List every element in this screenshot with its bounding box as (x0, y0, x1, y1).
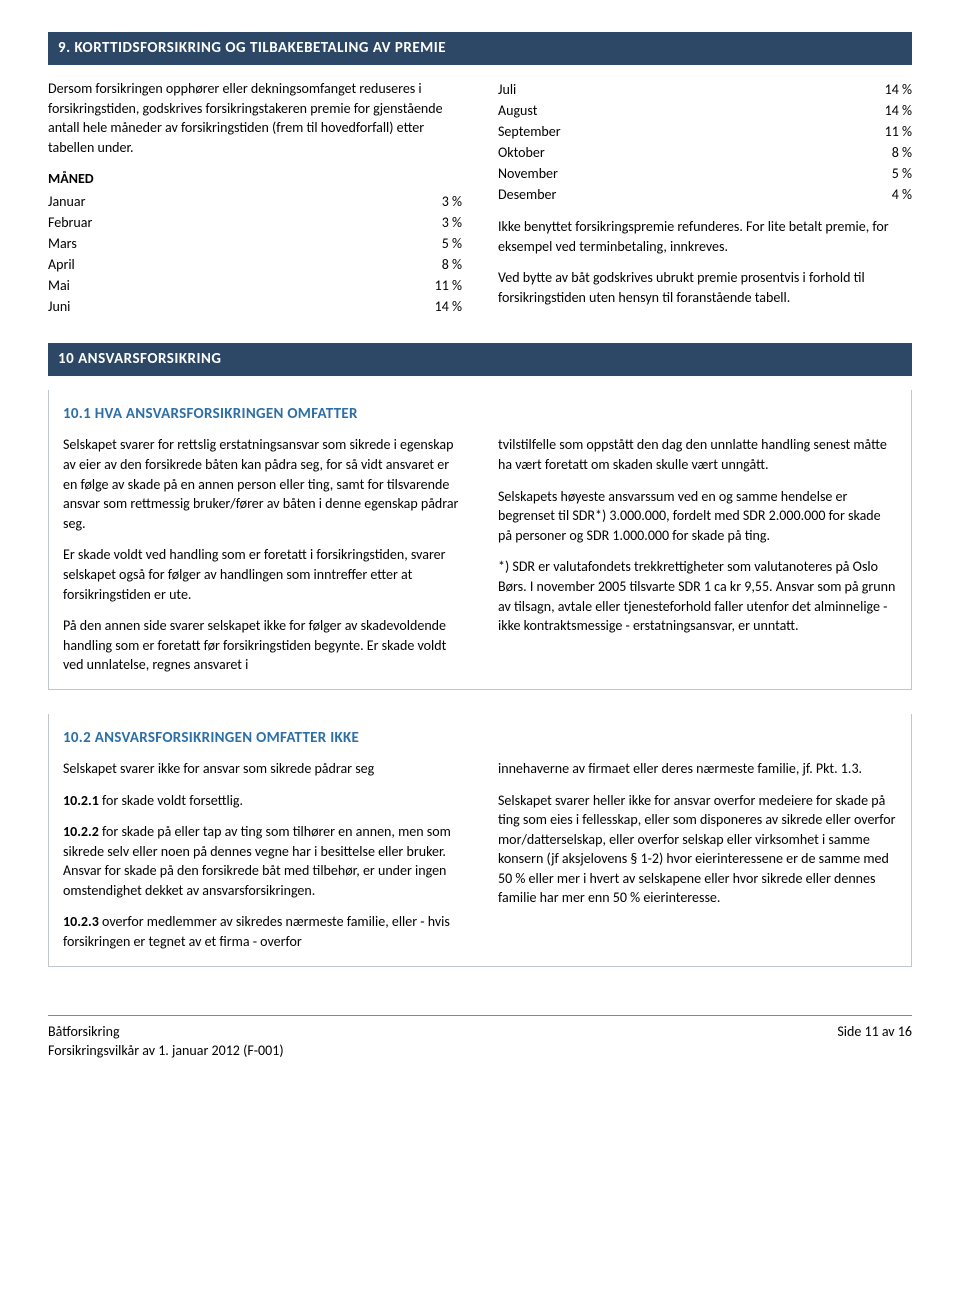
clause-10-2-1-label: 10.2.1 (63, 792, 99, 809)
section-10-2-left-intro: Selskapet svarer ikke for ansvar som sik… (63, 759, 462, 779)
section-10-1-left-p1: Selskapet svarer for rettslig erstatning… (63, 435, 462, 533)
section-10-2-right-col: innehaverne av firmaet eller deres nærme… (498, 759, 897, 952)
section-10-1-content: Selskapet svarer for rettslig erstatning… (63, 435, 897, 675)
section-9-intro: Dersom forsikringen opphører eller dekni… (48, 79, 462, 157)
section-10-2-right-p1: innehaverne av firmaet eller deres nærme… (498, 759, 897, 779)
month-label: Juli (498, 79, 862, 100)
month-label: August (498, 100, 862, 121)
month-label: November (498, 163, 862, 184)
section-10-header: 10 ANSVARSFORSIKRING (48, 343, 912, 376)
month-label: Desember (498, 184, 862, 205)
month-label: Mars (48, 233, 412, 254)
section-10-2-3: 10.2.3 overfor medlemmer av sikredes nær… (63, 912, 462, 951)
clause-10-2-2-text: for skade på eller tap av ting som tilhø… (63, 823, 451, 899)
section-10-2-content: Selskapet svarer ikke for ansvar som sik… (63, 759, 897, 952)
month-row: November5 % (498, 163, 912, 184)
section-9-left-col: Dersom forsikringen opphører eller dekni… (48, 79, 462, 319)
month-table-right: Juli14 % August14 % September11 % Oktobe… (498, 79, 912, 205)
month-label: Oktober (498, 142, 862, 163)
footer-doc-title: Båtforsikring (48, 1022, 284, 1042)
month-label: Juni (48, 296, 412, 317)
section-10-1-right-col: tvilstilfelle som oppstått den dag den u… (498, 435, 897, 675)
month-label: Januar (48, 191, 412, 212)
month-row: Mars5 % (48, 233, 462, 254)
month-row: April8 % (48, 254, 462, 275)
month-label: Februar (48, 212, 412, 233)
month-value: 3 % (412, 212, 462, 233)
month-row: Oktober8 % (498, 142, 912, 163)
section-10-2-card: 10.2 ANSVARSFORSIKRINGEN OMFATTER IKKE S… (48, 714, 912, 967)
section-10-1-left-col: Selskapet svarer for rettslig erstatning… (63, 435, 462, 675)
section-9-content: Dersom forsikringen opphører eller dekni… (48, 79, 912, 319)
month-table-left: Januar3 % Februar3 % Mars5 % April8 % Ma… (48, 191, 462, 317)
month-value: 4 % (862, 184, 912, 205)
month-value: 5 % (862, 163, 912, 184)
clause-10-2-1-text: for skade voldt forsettlig. (99, 792, 243, 809)
month-value: 8 % (862, 142, 912, 163)
month-value: 11 % (862, 121, 912, 142)
clause-10-2-2-label: 10.2.2 (63, 823, 99, 840)
month-row: Februar3 % (48, 212, 462, 233)
month-value: 3 % (412, 191, 462, 212)
month-value: 14 % (862, 79, 912, 100)
month-value: 14 % (862, 100, 912, 121)
section-9-header: 9. KORTTIDSFORSIKRING OG TILBAKEBETALING… (48, 32, 912, 65)
month-row: August14 % (498, 100, 912, 121)
section-9-right-col: Juli14 % August14 % September11 % Oktobe… (498, 79, 912, 319)
section-10-1-left-p2: Er skade voldt ved handling som er foret… (63, 545, 462, 604)
footer-page-number: Side 11 av 16 (837, 1022, 912, 1061)
clause-10-2-3-label: 10.2.3 (63, 913, 99, 930)
section-10-2-1: 10.2.1 for skade voldt forsettlig. (63, 791, 462, 811)
section-10-2-right-p2: Selskapet svarer heller ikke for ansvar … (498, 791, 897, 909)
month-row: September11 % (498, 121, 912, 142)
section-10-2-header: 10.2 ANSVARSFORSIKRINGEN OMFATTER IKKE (63, 728, 897, 749)
section-10-2-left-col: Selskapet svarer ikke for ansvar som sik… (63, 759, 462, 952)
section-9-right-p2: Ved bytte av båt godskrives ubrukt premi… (498, 268, 912, 307)
month-row: Juni14 % (48, 296, 462, 317)
month-row: Januar3 % (48, 191, 462, 212)
page-footer: Båtforsikring Forsikringsvilkår av 1. ja… (48, 1015, 912, 1061)
footer-doc-subtitle: Forsikringsvilkår av 1. januar 2012 (F-0… (48, 1041, 284, 1061)
month-value: 11 % (412, 275, 462, 296)
section-10-1-right-p2: Selskapets høyeste ansvarssum ved en og … (498, 487, 897, 546)
section-10-1-right-p1: tvilstilfelle som oppstått den dag den u… (498, 435, 897, 474)
section-9-right-p1: Ikke benyttet forsikringspremie refunder… (498, 217, 912, 256)
footer-left: Båtforsikring Forsikringsvilkår av 1. ja… (48, 1022, 284, 1061)
section-10-1-right-p3: *) SDR er valutafondets trekkrettigheter… (498, 557, 897, 635)
clause-10-2-3-text: overfor medlemmer av sikredes nærmeste f… (63, 913, 450, 950)
month-table-header: MÅNED (48, 169, 462, 189)
month-row: Mai11 % (48, 275, 462, 296)
month-value: 5 % (412, 233, 462, 254)
section-10-1-left-p3: På den annen side svarer selskapet ikke … (63, 616, 462, 675)
month-value: 14 % (412, 296, 462, 317)
month-value: 8 % (412, 254, 462, 275)
month-label: Mai (48, 275, 412, 296)
month-label: September (498, 121, 862, 142)
month-label: April (48, 254, 412, 275)
month-row: Juli14 % (498, 79, 912, 100)
section-10-1-card: 10.1 HVA ANSVARSFORSIKRINGEN OMFATTER Se… (48, 390, 912, 690)
section-10-1-header: 10.1 HVA ANSVARSFORSIKRINGEN OMFATTER (63, 404, 897, 425)
section-10-2-2: 10.2.2 for skade på eller tap av ting so… (63, 822, 462, 900)
month-row: Desember4 % (498, 184, 912, 205)
